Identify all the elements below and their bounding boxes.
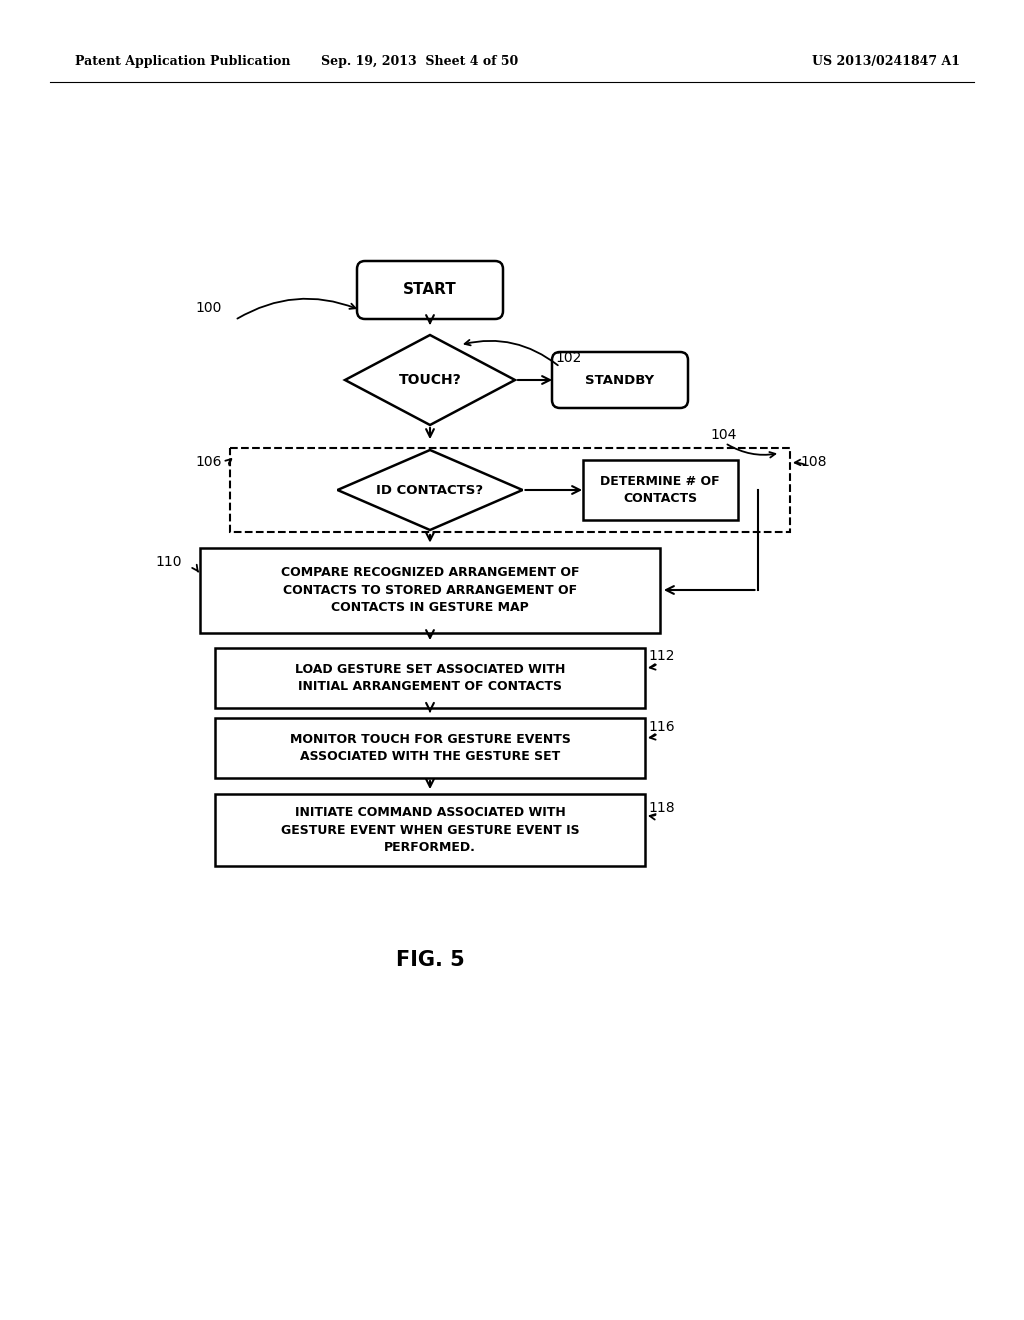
Text: FIG. 5: FIG. 5 xyxy=(395,950,464,970)
Text: 112: 112 xyxy=(648,649,675,663)
Bar xyxy=(200,548,660,632)
Text: COMPARE RECOGNIZED ARRANGEMENT OF
CONTACTS TO STORED ARRANGEMENT OF
CONTACTS IN : COMPARE RECOGNIZED ARRANGEMENT OF CONTAC… xyxy=(281,566,580,614)
Bar xyxy=(583,459,737,520)
Bar xyxy=(215,718,645,777)
Text: Patent Application Publication: Patent Application Publication xyxy=(75,55,291,69)
Bar xyxy=(215,648,645,708)
Text: 100: 100 xyxy=(195,301,221,315)
Text: LOAD GESTURE SET ASSOCIATED WITH
INITIAL ARRANGEMENT OF CONTACTS: LOAD GESTURE SET ASSOCIATED WITH INITIAL… xyxy=(295,663,565,693)
Text: 102: 102 xyxy=(555,351,582,366)
FancyBboxPatch shape xyxy=(357,261,503,319)
Text: 108: 108 xyxy=(800,455,826,469)
Text: US 2013/0241847 A1: US 2013/0241847 A1 xyxy=(812,55,961,69)
Text: TOUCH?: TOUCH? xyxy=(398,374,462,387)
Text: 110: 110 xyxy=(155,554,181,569)
Text: MONITOR TOUCH FOR GESTURE EVENTS
ASSOCIATED WITH THE GESTURE SET: MONITOR TOUCH FOR GESTURE EVENTS ASSOCIA… xyxy=(290,733,570,763)
Text: START: START xyxy=(403,282,457,297)
Bar xyxy=(215,795,645,866)
Text: 116: 116 xyxy=(648,719,675,734)
Bar xyxy=(230,447,790,532)
Text: 106: 106 xyxy=(195,455,221,469)
FancyBboxPatch shape xyxy=(552,352,688,408)
Polygon shape xyxy=(338,450,522,531)
Text: ID CONTACTS?: ID CONTACTS? xyxy=(377,483,483,496)
Text: Sep. 19, 2013  Sheet 4 of 50: Sep. 19, 2013 Sheet 4 of 50 xyxy=(322,55,518,69)
Text: DETERMINE # OF
CONTACTS: DETERMINE # OF CONTACTS xyxy=(600,475,720,506)
Polygon shape xyxy=(345,335,515,425)
Text: 104: 104 xyxy=(710,428,736,442)
Text: INITIATE COMMAND ASSOCIATED WITH
GESTURE EVENT WHEN GESTURE EVENT IS
PERFORMED.: INITIATE COMMAND ASSOCIATED WITH GESTURE… xyxy=(281,807,580,854)
Text: 118: 118 xyxy=(648,801,675,814)
Text: STANDBY: STANDBY xyxy=(586,374,654,387)
